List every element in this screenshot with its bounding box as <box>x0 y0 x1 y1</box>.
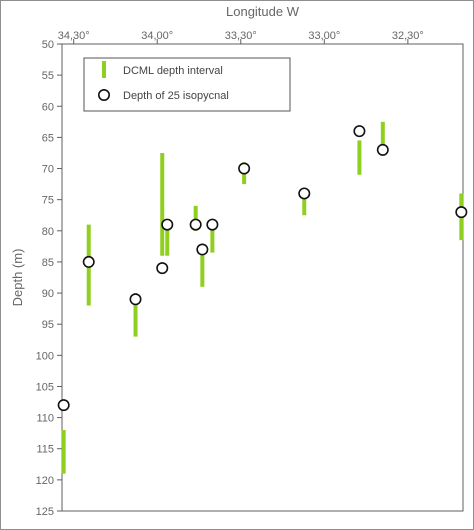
isopycnal-point <box>353 125 366 138</box>
y-tick-label: 75 <box>42 195 54 207</box>
y-tick-label: 90 <box>42 288 54 300</box>
y-tick-label: 95 <box>42 319 54 331</box>
y-tick-label: 60 <box>42 101 54 113</box>
isopycnal-point <box>156 262 169 275</box>
x-tick-label: 33,30° <box>225 30 257 42</box>
x-tick-label: 34,30° <box>58 30 90 42</box>
legend: DCML depth interval Depth of 25 isopycna… <box>83 57 291 112</box>
marks-layer <box>57 121 468 474</box>
x-tick-label: 32,30° <box>392 30 424 42</box>
axes-layer: 34,30° 34,00° 33,30° 33,00° 32,30° 50 55 60 65 70… <box>36 30 464 518</box>
y-tick-label: 65 <box>42 132 54 144</box>
y-tick-label: 80 <box>42 226 54 238</box>
x-tick-label: 34,00° <box>141 30 173 42</box>
isopycnal-point <box>238 162 251 175</box>
y-tick-label: 105 <box>36 381 54 393</box>
y-tick-label: 110 <box>36 413 54 425</box>
isopycnal-point <box>129 293 142 306</box>
legend-circle-symbol <box>98 89 111 102</box>
y-tick-label: 100 <box>36 350 54 362</box>
y-tick-label: 120 <box>36 475 54 487</box>
plot-area <box>61 43 464 512</box>
y-tick-label: 125 <box>36 506 54 518</box>
isopycnal-point <box>82 255 95 268</box>
x-axis-title: Longitude W <box>226 4 300 19</box>
isopycnal-point <box>298 187 311 200</box>
isopycnal-point <box>376 143 389 156</box>
legend-label-dcml: DCML depth interval <box>123 65 223 77</box>
isopycnal-point <box>189 218 202 231</box>
y-tick-label: 50 <box>42 39 54 51</box>
isopycnal-point <box>455 206 468 219</box>
y-tick-label: 70 <box>42 164 54 176</box>
isopycnal-point <box>206 218 219 231</box>
y-tick-label: 85 <box>42 257 54 269</box>
y-axis-title: Depth (m) <box>10 249 25 307</box>
isopycnal-point <box>196 243 209 256</box>
y-tick-label: 55 <box>42 70 54 82</box>
isopycnal-point <box>161 218 174 231</box>
x-tick-label: 33,00° <box>308 30 340 42</box>
legend-box <box>83 57 291 112</box>
legend-label-isopycnal: Depth of 25 isopycnal <box>123 90 229 102</box>
y-tick-label: 115 <box>36 444 54 456</box>
isopycnal-point <box>57 399 70 412</box>
